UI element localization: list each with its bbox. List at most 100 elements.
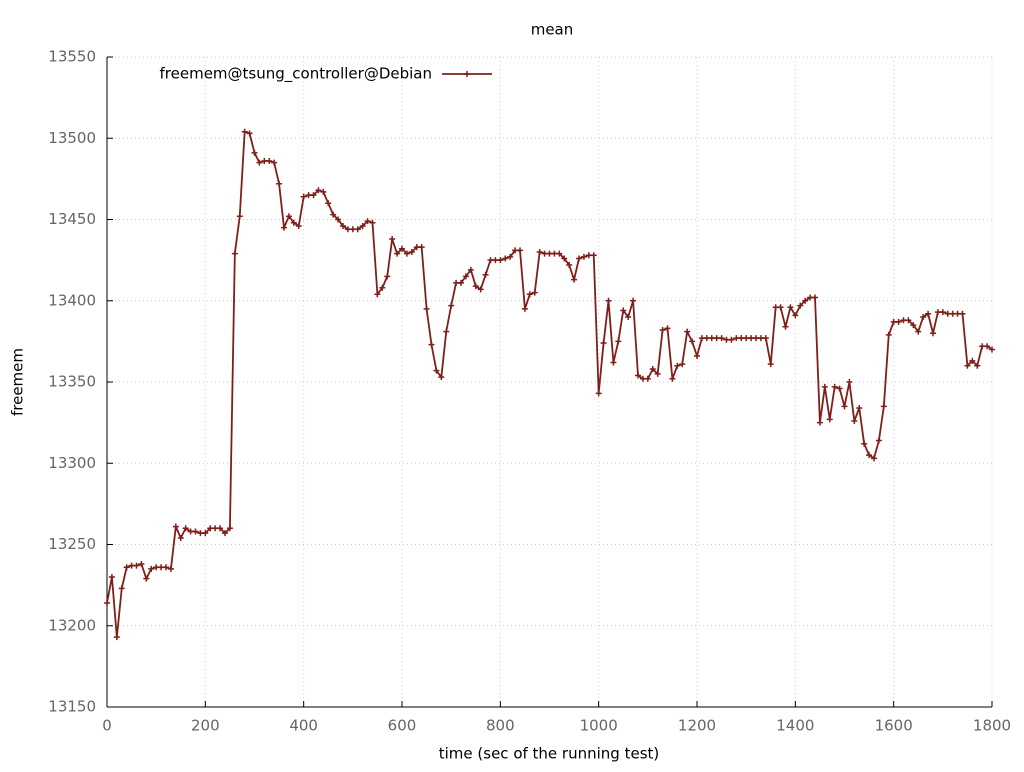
x-tick-label: 1800 [973, 717, 1011, 735]
point-marker [143, 575, 150, 582]
x-tick-label: 1400 [776, 717, 814, 735]
legend-label: freemem@tsung_controller@Debian [160, 65, 432, 84]
series-line [106, 130, 993, 638]
point-marker [256, 159, 263, 166]
point-marker [644, 375, 651, 382]
chart-title: mean [531, 21, 574, 39]
point-marker [861, 440, 868, 447]
point-marker [620, 307, 627, 314]
point-marker [984, 343, 991, 350]
x-axis-label: time (sec of the running test) [439, 745, 660, 763]
point-marker [394, 250, 401, 257]
point-marker [821, 383, 828, 390]
point-marker [359, 223, 366, 229]
point-marker [654, 370, 661, 377]
x-tick-label: 1000 [580, 717, 618, 735]
point-marker [679, 361, 686, 368]
point-marker [905, 317, 912, 324]
point-marker [684, 328, 691, 335]
y-tick-label: 13200 [48, 616, 96, 634]
point-marker [369, 219, 376, 226]
point-marker [330, 211, 337, 218]
point-marker [610, 359, 617, 366]
point-marker [925, 310, 932, 317]
point-marker [787, 304, 794, 311]
y-tick-label: 13150 [48, 698, 96, 716]
point-marker [664, 325, 671, 332]
point-marker [782, 323, 789, 330]
y-tick-label: 13300 [48, 454, 96, 472]
point-marker [605, 297, 612, 304]
point-marker [797, 302, 804, 309]
point-marker [167, 565, 174, 572]
point-marker [462, 273, 469, 280]
y-tick-label: 13550 [48, 48, 96, 66]
point-marker [964, 362, 971, 369]
point-marker [458, 279, 464, 286]
point-marker [403, 250, 410, 257]
point-marker [851, 418, 858, 424]
point-marker [226, 525, 233, 532]
point-marker [871, 455, 877, 462]
point-marker [792, 312, 799, 319]
point-marker [104, 600, 110, 606]
point-marker [477, 286, 484, 293]
point-marker [635, 372, 641, 379]
point-marker [384, 273, 391, 280]
point-marker [989, 346, 995, 353]
point-marker [615, 338, 622, 345]
point-marker [507, 253, 514, 260]
point-marker [433, 367, 440, 374]
point-marker [133, 562, 140, 569]
point-marker [836, 385, 843, 392]
point-marker [526, 291, 533, 298]
point-marker [856, 405, 863, 411]
point-marker [826, 416, 833, 423]
point-marker [364, 218, 371, 225]
point-marker [335, 216, 342, 223]
point-marker [536, 249, 543, 255]
point-marker [959, 310, 966, 317]
point-marker [576, 255, 582, 262]
point-marker [939, 309, 946, 316]
point-marker [590, 252, 597, 259]
point-marker [281, 224, 287, 231]
x-tick-label: 1200 [678, 717, 716, 735]
point-marker [556, 250, 563, 257]
point-marker [418, 244, 425, 251]
point-marker [762, 335, 769, 342]
point-marker [571, 276, 578, 283]
point-marker [217, 525, 224, 532]
point-marker [502, 255, 509, 262]
point-marker [315, 187, 322, 194]
y-axis-label: freemem [9, 348, 27, 416]
point-marker [930, 330, 936, 337]
x-tick-label: 600 [388, 717, 417, 735]
point-marker [649, 366, 656, 372]
point-marker [580, 253, 587, 260]
point-marker [521, 305, 528, 312]
point-marker [399, 245, 405, 252]
point-marker [408, 249, 415, 255]
point-marker [600, 340, 607, 346]
point-marker [915, 328, 922, 335]
x-tick-label: 400 [289, 717, 318, 735]
point-marker [379, 284, 386, 291]
point-marker [448, 302, 455, 309]
point-marker [325, 200, 332, 207]
point-marker [271, 159, 278, 166]
point-marker [802, 297, 809, 304]
point-marker [123, 564, 130, 571]
point-marker [718, 335, 725, 342]
y-tick-label: 13450 [48, 210, 96, 228]
point-marker [148, 565, 155, 572]
point-marker [108, 574, 115, 580]
point-marker [231, 250, 238, 257]
x-tick-label: 0 [102, 717, 112, 735]
point-marker [310, 192, 317, 199]
point-marker [816, 419, 823, 426]
point-marker [625, 314, 632, 320]
point-marker [222, 530, 228, 537]
point-marker [969, 357, 976, 364]
point-marker [974, 362, 981, 369]
